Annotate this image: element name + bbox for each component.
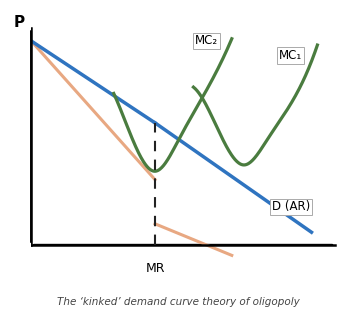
Text: P: P xyxy=(14,15,25,30)
Text: MC₁: MC₁ xyxy=(279,49,303,62)
Text: MR: MR xyxy=(145,262,165,275)
Text: The ‘kinked’ demand curve theory of oligopoly: The ‘kinked’ demand curve theory of olig… xyxy=(57,297,299,307)
Text: D (AR): D (AR) xyxy=(272,201,310,214)
Text: MC₂: MC₂ xyxy=(195,34,218,47)
